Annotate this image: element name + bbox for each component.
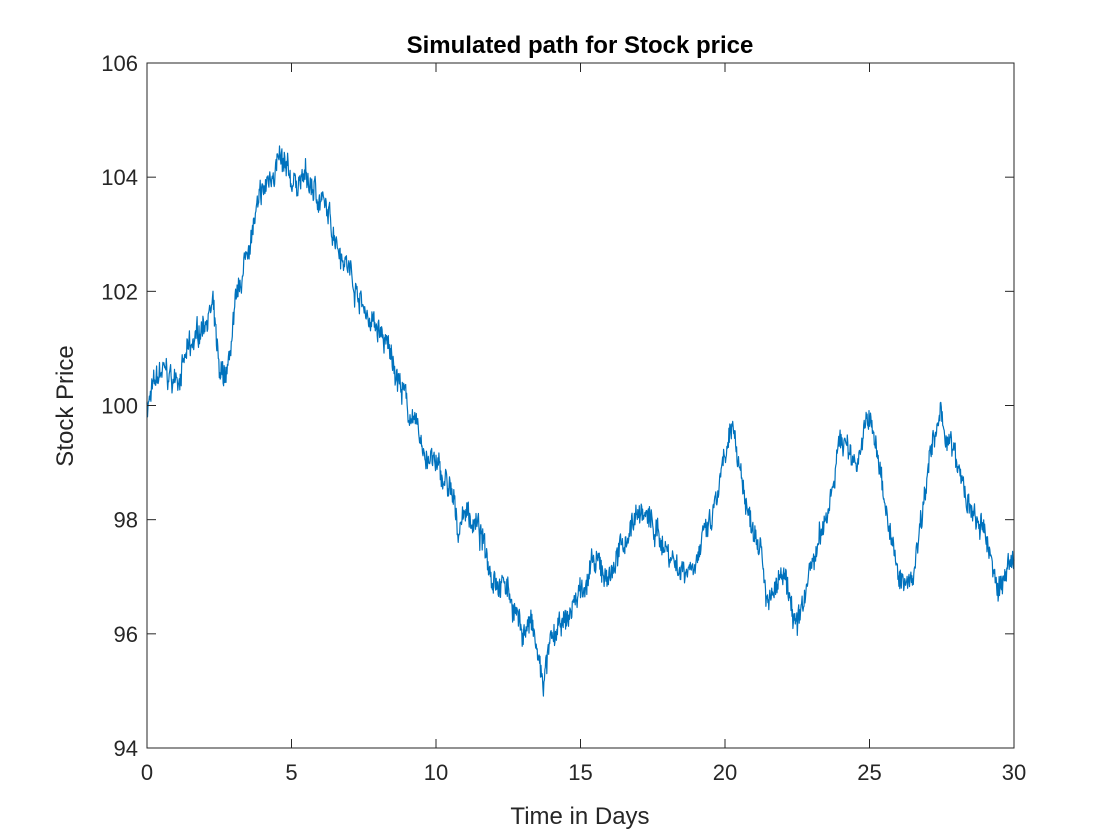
y-tick-label: 106 [101, 51, 138, 76]
x-tick-label: 10 [424, 760, 448, 785]
plot-area: 0 5 10 15 20 25 30 94 96 98 100 102 104 106 [101, 51, 1026, 785]
y-tick-label: 94 [114, 736, 138, 761]
y-axis-label: Stock Price [52, 345, 79, 466]
series-line [146, 145, 1015, 697]
x-tick-label: 20 [713, 760, 737, 785]
y-tick-label: 104 [101, 165, 138, 190]
y-tick-label: 102 [101, 279, 138, 304]
x-tick-label: 30 [1002, 760, 1026, 785]
x-tick-label: 25 [857, 760, 881, 785]
x-tick-label: 15 [568, 760, 592, 785]
y-tick-label: 98 [114, 508, 138, 533]
x-axis-label: Time in Days [510, 803, 649, 830]
y-tick-label: 96 [114, 622, 138, 647]
chart-title: Simulated path for Stock price [407, 32, 754, 59]
x-tick-label: 0 [141, 760, 153, 785]
y-tick-label: 100 [101, 394, 138, 419]
x-tick-label: 5 [285, 760, 297, 785]
